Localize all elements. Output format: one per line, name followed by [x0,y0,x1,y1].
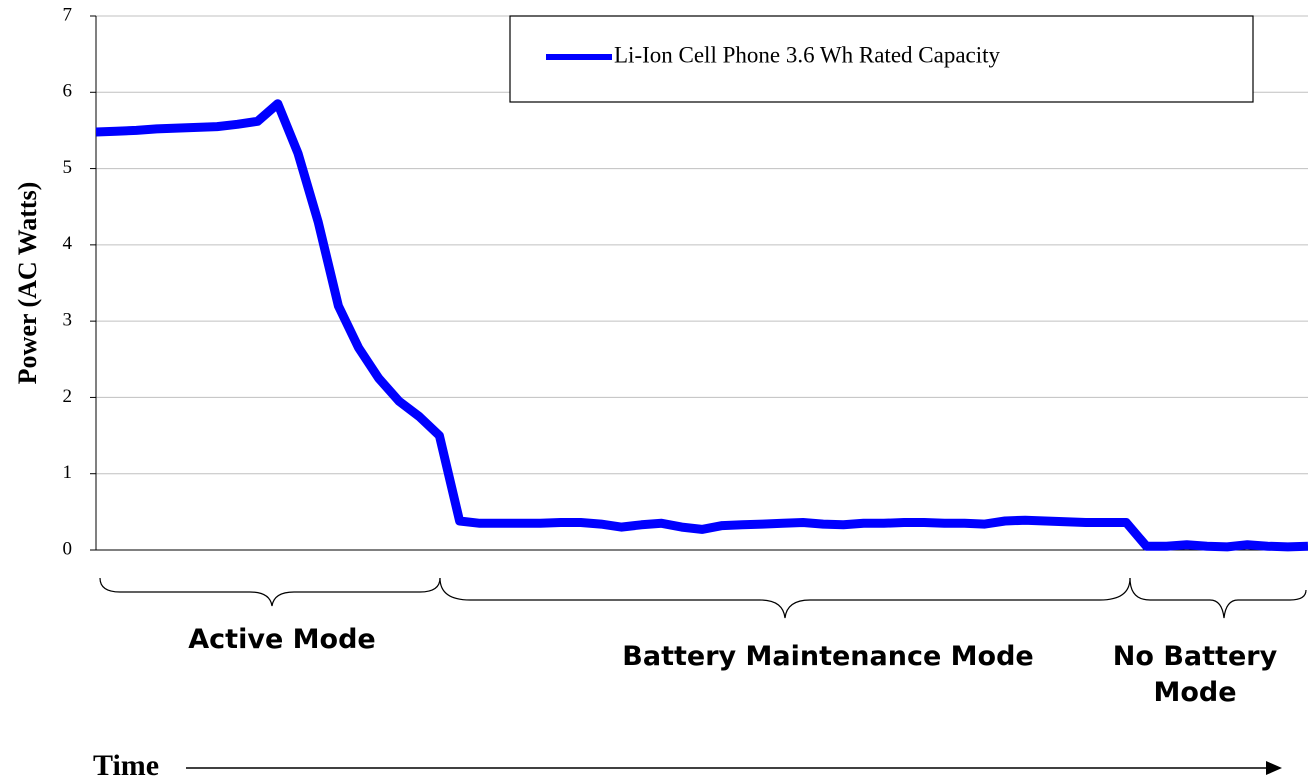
y-tick-label: 3 [63,310,73,331]
y-tick-label: 2 [63,386,73,407]
y-tick-label: 1 [63,462,73,483]
brace [439,577,1131,619]
y-tick-label: 4 [63,233,73,254]
legend-label: Li-Ion Cell Phone 3.6 Wh Rated Capacity [614,42,1001,67]
y-tick-label: 7 [63,4,73,25]
braces [99,577,1307,619]
y-axis-label: Power (AC Watts) [13,182,42,385]
brace [1129,577,1307,619]
annotation: No Battery Mode [1112,641,1278,708]
time-arrow-head [1266,761,1282,775]
annotation: Battery Maintenance Mode [622,641,1034,672]
data-line [95,99,1308,552]
x-axis-label: Time [93,749,159,781]
legend-box [509,15,1254,103]
brace [99,577,441,607]
plot-area: 0 1 2 3 4 5 6 7 [63,4,1308,559]
y-tick-label: 6 [63,81,73,102]
y-tick-label: 0 [63,538,73,559]
y-tick-label: 5 [63,157,73,178]
annotation: Active Mode [188,624,376,655]
